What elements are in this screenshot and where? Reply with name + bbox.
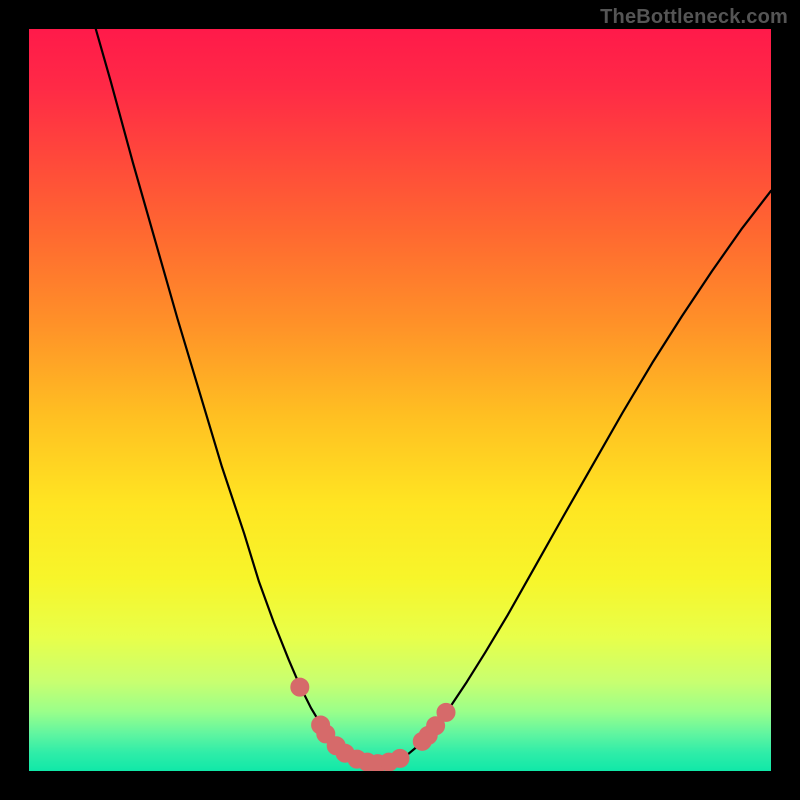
gradient-background bbox=[29, 29, 771, 771]
marker-point bbox=[391, 749, 409, 767]
chart-frame: TheBottleneck.com bbox=[0, 0, 800, 800]
marker-point bbox=[437, 703, 455, 721]
watermark-text: TheBottleneck.com bbox=[600, 6, 788, 29]
chart-svg bbox=[29, 29, 771, 771]
plot-area bbox=[29, 29, 771, 771]
marker-point bbox=[291, 678, 309, 696]
